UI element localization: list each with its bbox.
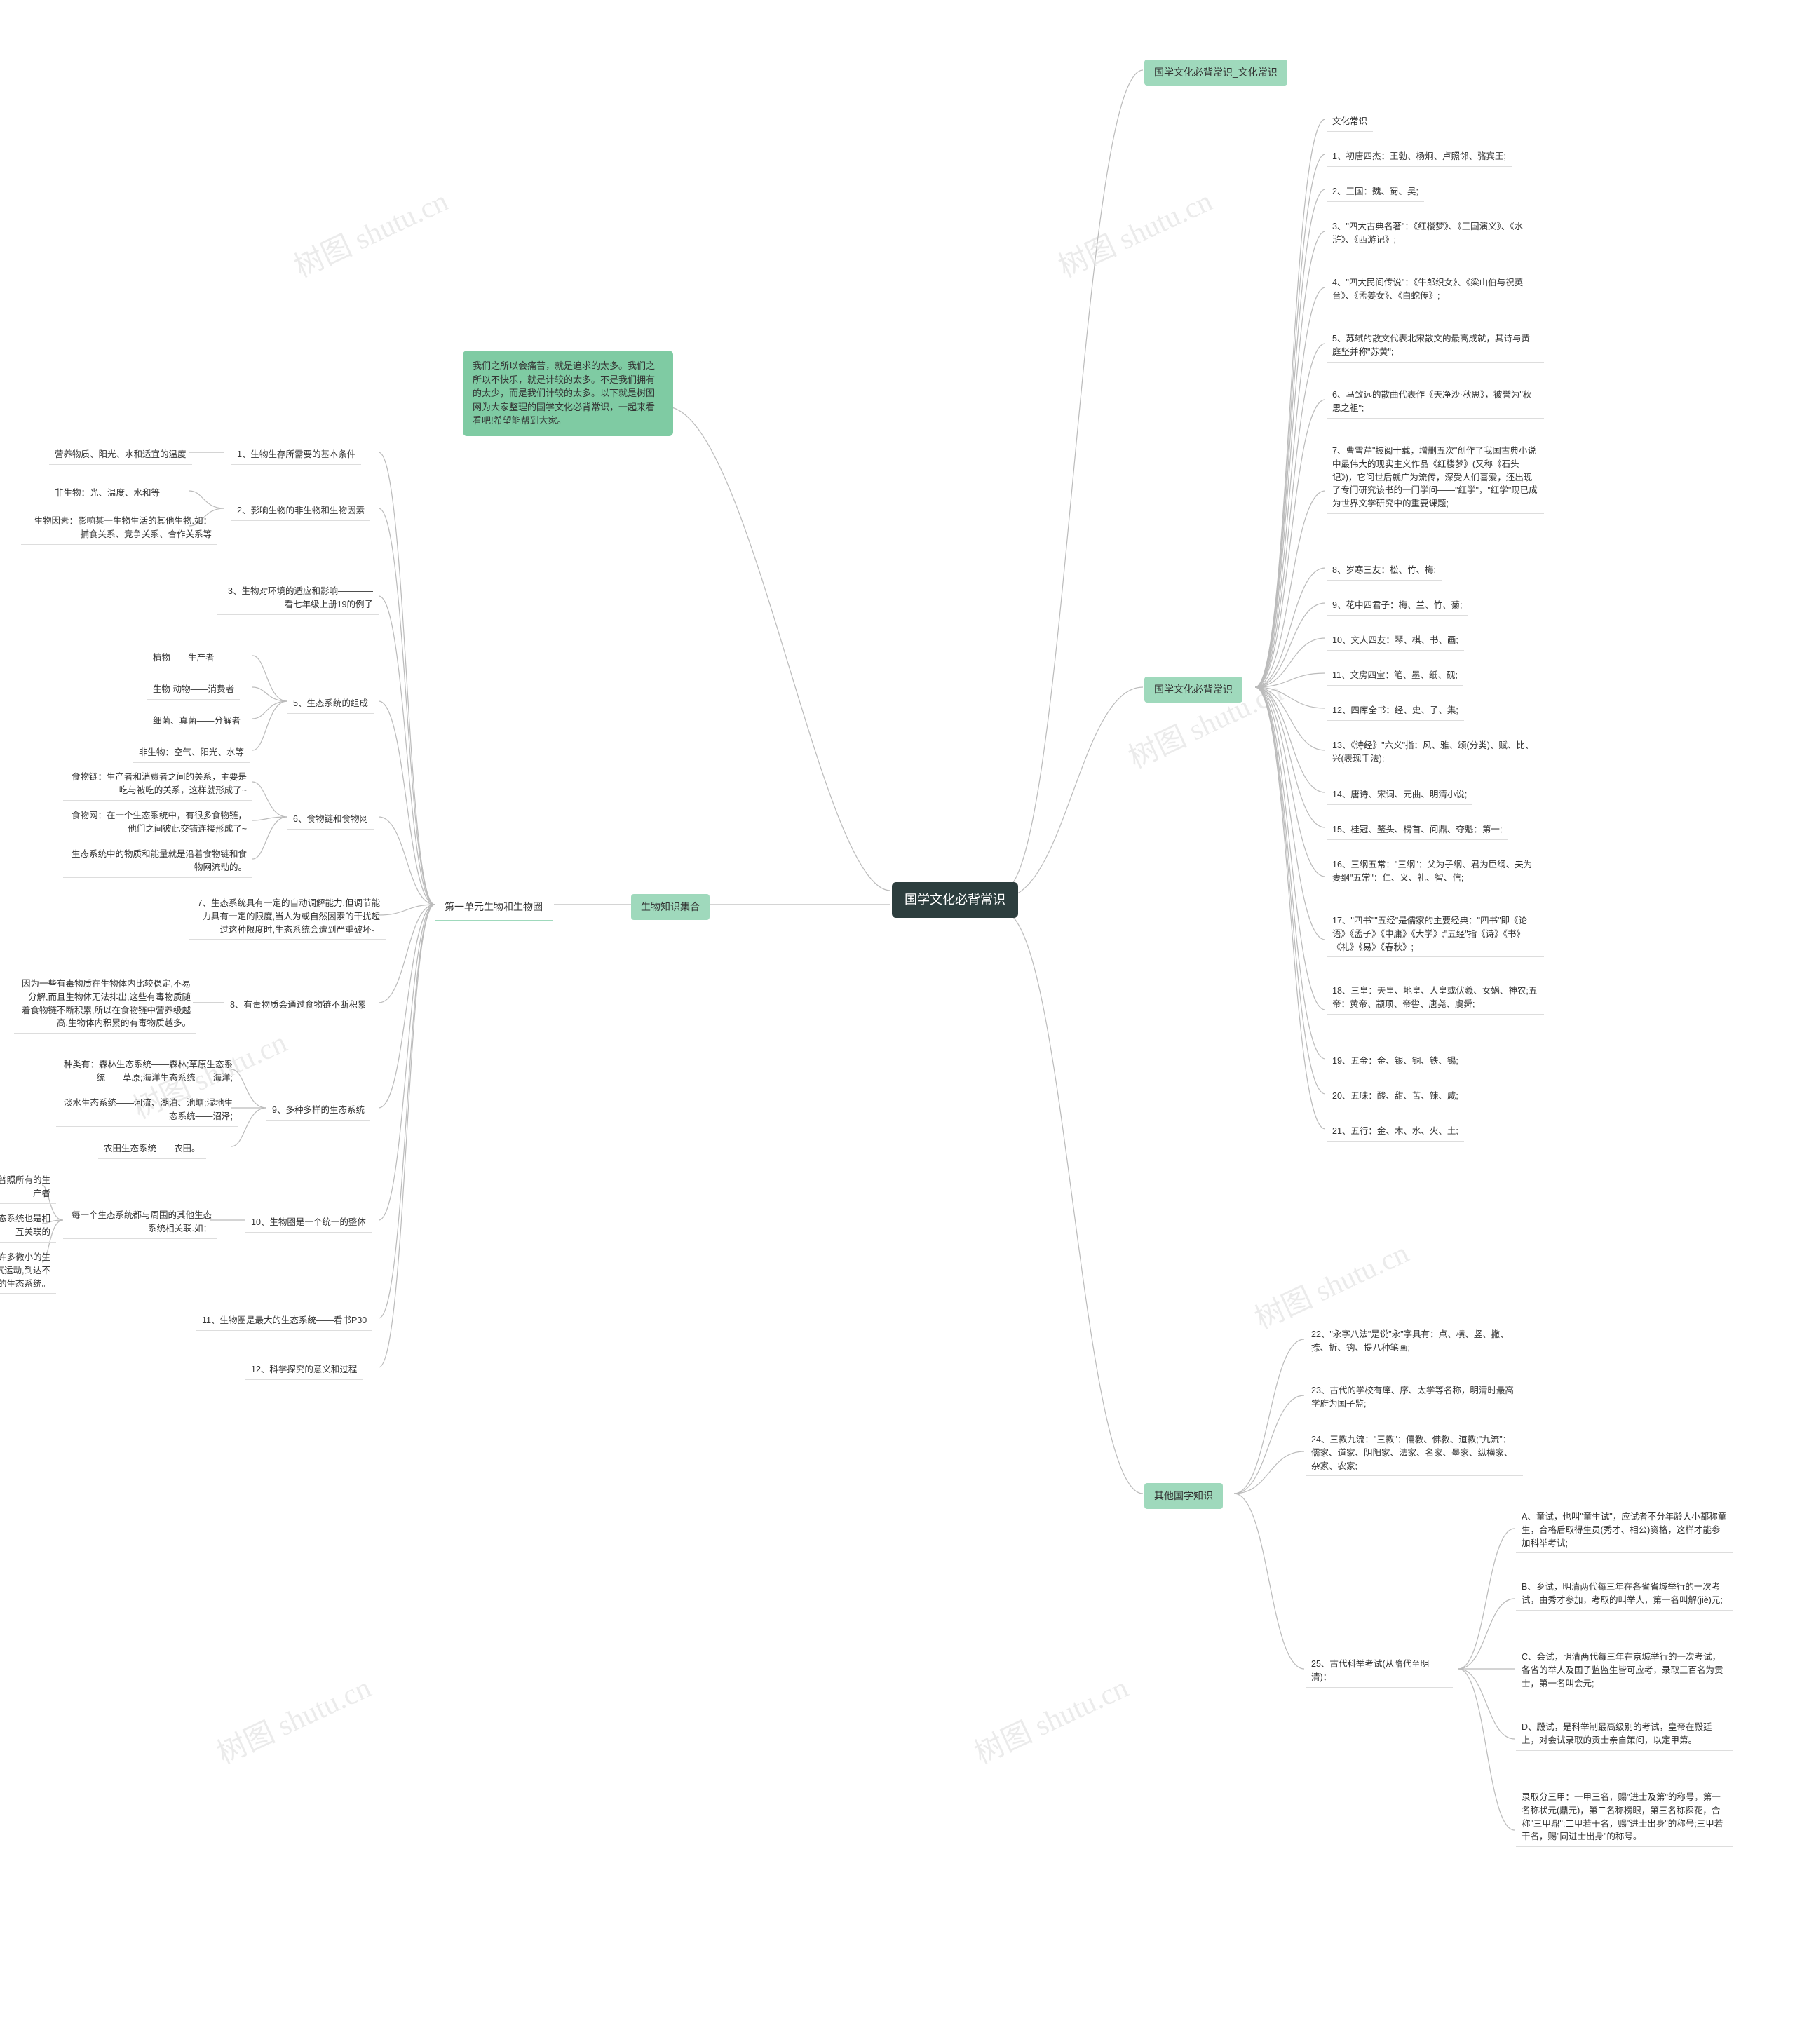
branch-culture-header[interactable]: 国学文化必背常识_文化常识	[1144, 60, 1287, 86]
bio-item-10a: ① 从非生物因素来说,阳光普照所有的生产者	[0, 1171, 56, 1204]
bio-item-9b: 淡水生态系统——河流、湖泊、池塘;湿地生态系统——沼泽;	[56, 1094, 238, 1127]
exam-item: B、乡试，明清两代每三年在各省省城举行的一次考试，由秀才参加，考取的叫举人，第一…	[1516, 1578, 1733, 1611]
bio-item-7: 7、生态系统具有一定的自动调解能力,但调节能力具有一定的限度,当人为或自然因素的…	[189, 894, 386, 940]
bio-item-5a: 植物——生产者	[147, 649, 220, 668]
mindmap-canvas: 树图 shutu.cn 树图 shutu.cn 树图 shutu.cn 树图 s…	[14, 28, 1781, 2005]
bio-item-10b: ② 从地域因素来说,各种生态系统也是相互关联的	[0, 1210, 56, 1243]
culture-item: 18、三皇：天皇、地皇、人皇或伏羲、女娲、神农;五帝：黄帝、颛顼、帝喾、唐尧、虞…	[1327, 982, 1544, 1015]
bio-item-2a: 非生物：光、温度、水和等	[49, 484, 165, 503]
bio-item-9c: 农田生态系统——农田。	[98, 1139, 206, 1159]
culture-item: 9、花中四君子：梅、兰、竹、菊;	[1327, 596, 1468, 616]
watermark: 树图 shutu.cn	[1050, 177, 1218, 286]
bio-item-6: 6、食物链和食物网	[287, 810, 374, 830]
culture-item: 文化常识	[1327, 112, 1373, 132]
exam-item: D、殿试，是科举制最高级别的考试，皇帝在殿廷上，对会试录取的贡士亲自策问，以定甲…	[1516, 1718, 1733, 1751]
culture-item: 7、曹雪芹"披阅十载，增删五次"创作了我国古典小说中最伟大的现实主义作品《红楼梦…	[1327, 442, 1544, 514]
bio-item-8a: 因为一些有毒物质在生物体内比较稳定,不易分解,而且生物体无法排出,这些有毒物质随…	[14, 975, 196, 1034]
culture-item: 17、"四书""五经"是儒家的主要经典："四书"即《论语》《孟子》《中庸》《大学…	[1327, 912, 1544, 957]
culture-item: 12、四库全书：经、史、子、集;	[1327, 701, 1464, 721]
bio-item-10: 10、生物圈是一个统一的整体	[245, 1213, 372, 1233]
bio-item-5d: 非生物：空气、阳光、水等	[133, 743, 250, 763]
branch-biology[interactable]: 生物知识集合	[631, 894, 710, 920]
watermark: 树图 shutu.cn	[1247, 1229, 1414, 1338]
culture-item: 20、五味：酸、甜、苦、辣、咸;	[1327, 1087, 1464, 1106]
bio-item-6b: 食物网：在一个生态系统中，有很多食物链，他们之间彼此交错连接形成了~	[63, 806, 252, 839]
bio-item-10c: ③ 从生态系统的生物来说,许多微小的生物、花粉、种子,能够随大气运动,到达不同的…	[0, 1248, 56, 1294]
bio-item-10p: 每一个生态系统都与周围的其他生态系统相关联.如：	[63, 1206, 217, 1239]
bio-item-12: 12、科学探究的意义和过程	[245, 1360, 363, 1380]
culture-item: 11、文房四宝：笔、墨、纸、砚;	[1327, 666, 1463, 686]
culture-item: 4、"四大民间传说"：《牛郎织女》、《梁山伯与祝英台》、《孟姜女》、《白蛇传》;	[1327, 273, 1544, 306]
culture-item: 19、五金：金、银、铜、铁、锡;	[1327, 1052, 1464, 1071]
culture-item: 5、苏轼的散文代表北宋散文的最高成就，其诗与黄庭坚并称"苏黄";	[1327, 330, 1544, 363]
other-item: 23、古代的学校有庠、序、太学等名称，明清时最高学府为国子监;	[1306, 1381, 1523, 1414]
exam-item: C、会试，明清两代每三年在京城举行的一次考试，各省的举人及国子监监生皆可应考，录…	[1516, 1648, 1733, 1693]
bio-item-8: 8、有毒物质会通过食物链不断积累	[224, 996, 372, 1015]
other-item: 24、三教九流："三教"：儒教、佛教、道教;"九流"：儒家、道家、阴阳家、法家、…	[1306, 1430, 1523, 1476]
culture-item: 16、三纲五常："三纲"：父为子纲、君为臣纲、夫为妻纲"五常"：仁、义、礼、智、…	[1327, 855, 1544, 888]
culture-item: 15、桂冠、鳌头、榜首、问鼎、夺魁：第一;	[1327, 820, 1508, 840]
exam-title: 25、古代科举考试(从隋代至明清)：	[1306, 1655, 1453, 1688]
bio-item-9a: 种类有：森林生态系统——森林;草原生态系统——草原;海洋生态系统——海洋;	[56, 1055, 238, 1088]
culture-item: 8、岁寒三友：松、竹、梅;	[1327, 561, 1442, 581]
branch-other-knowledge[interactable]: 其他国学知识	[1144, 1483, 1223, 1509]
culture-item: 1、初唐四杰：王勃、杨炯、卢照邻、骆宾王;	[1327, 147, 1512, 167]
root-node[interactable]: 国学文化必背常识	[892, 882, 1018, 918]
bio-item-1a: 营养物质、阳光、水和适宜的温度	[49, 445, 192, 465]
exam-item: 录取分三甲：一甲三名，赐"进士及第"的称号，第一名称状元(鼎元)，第二名称榜眼，…	[1516, 1788, 1733, 1847]
culture-item: 2、三国：魏、蜀、吴;	[1327, 182, 1424, 202]
exam-item: A、童试，也叫"童生试"，应试者不分年龄大小都称童生，合格后取得生员(秀才、相公…	[1516, 1508, 1733, 1553]
bio-item-2: 2、影响生物的非生物和生物因素	[231, 501, 370, 521]
culture-item: 14、唐诗、宋词、元曲、明清小说;	[1327, 785, 1472, 805]
culture-item: 3、"四大古典名著"：《红楼梦》、《三国演义》、《水浒》、《西游记》;	[1327, 217, 1544, 250]
culture-item: 13、《诗经》"六义"指：风、雅、颂(分类)、赋、比、兴(表现手法);	[1327, 736, 1544, 769]
bio-item-1: 1、生物生存所需要的基本条件	[231, 445, 361, 465]
bio-item-5: 5、生态系统的组成	[287, 694, 374, 714]
culture-item: 10、文人四友：琴、棋、书、画;	[1327, 631, 1464, 651]
bio-item-11: 11、生物圈是最大的生态系统——看书P30	[196, 1311, 372, 1331]
branch-unit1[interactable]: 第一单元生物和生物圈	[435, 894, 553, 921]
culture-item: 6、马致远的散曲代表作《天净沙·秋思》，被誉为"秋思之祖";	[1327, 386, 1544, 419]
bio-item-5b: 生物 动物——消费者	[147, 680, 240, 700]
connector-lines	[14, 28, 1781, 2005]
bio-item-9: 9、多种多样的生态系统	[266, 1101, 370, 1121]
bio-item-6c: 生态系统中的物质和能量就是沿着食物链和食物网流动的。	[63, 845, 252, 878]
bio-item-2b: 生物因素：影响某一生物生活的其他生物.如：捕食关系、竞争关系、合作关系等	[21, 512, 217, 545]
other-item: 22、"永字八法"是说"永"字具有：点、横、竖、撇、捺、折、钩、提八种笔画;	[1306, 1325, 1523, 1358]
bio-item-3: 3、生物对环境的适应和影响————看七年级上册19的例子	[217, 582, 379, 615]
bio-item-5c: 细菌、真菌——分解者	[147, 712, 246, 731]
culture-item: 21、五行：金、木、水、火、土;	[1327, 1122, 1464, 1142]
intro-note: 我们之所以会痛苦，就是追求的太多。我们之所以不快乐，就是计较的太多。不是我们拥有…	[463, 351, 673, 436]
watermark: 树图 shutu.cn	[209, 1664, 377, 1773]
branch-culture-main[interactable]: 国学文化必背常识	[1144, 677, 1242, 703]
bio-item-6a: 食物链：生产者和消费者之间的关系，主要是吃与被吃的关系，这样就形成了~	[63, 768, 252, 801]
watermark: 树图 shutu.cn	[286, 177, 454, 286]
watermark: 树图 shutu.cn	[966, 1664, 1134, 1773]
